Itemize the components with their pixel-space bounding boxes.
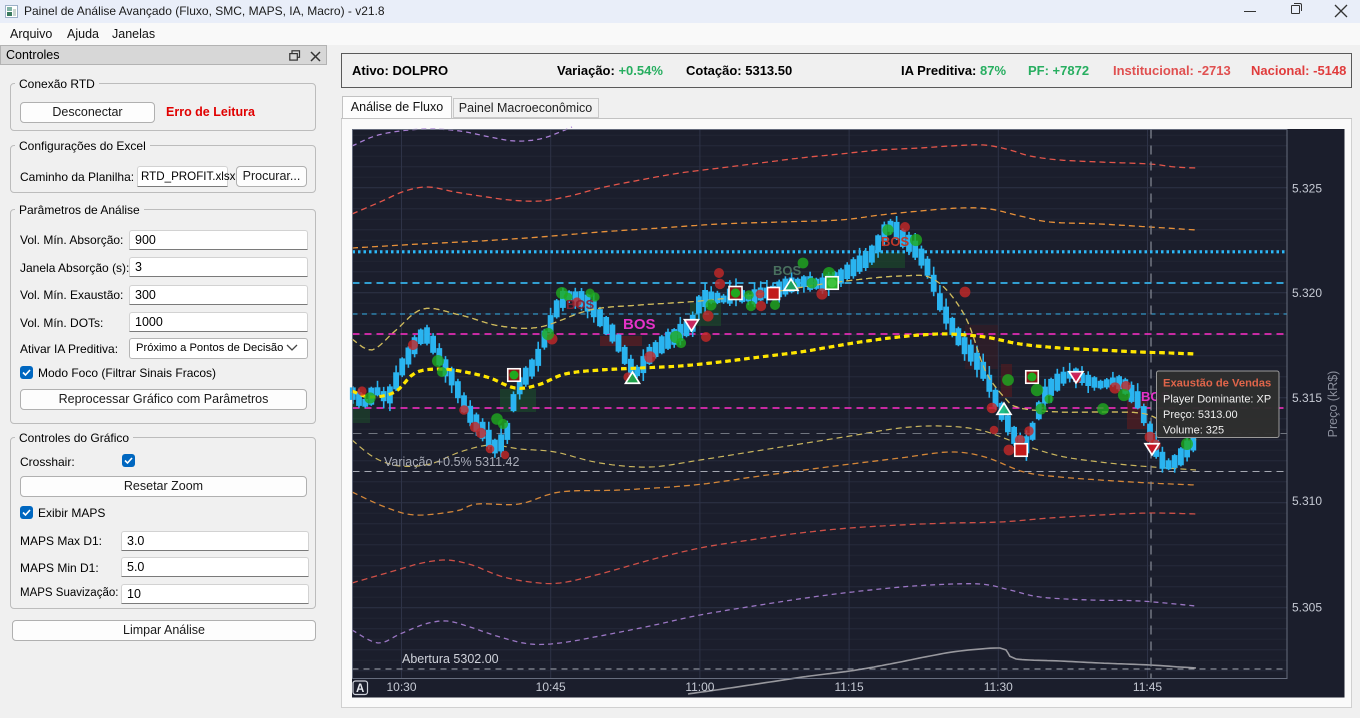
svg-text:11:30: 11:30 bbox=[984, 680, 1013, 694]
svg-text:11:00: 11:00 bbox=[685, 680, 714, 694]
svg-text:5.325: 5.325 bbox=[1292, 182, 1322, 196]
svg-text:BOS: BOS bbox=[623, 316, 656, 333]
svg-text:Preço: 5313.00: Preço: 5313.00 bbox=[1163, 409, 1238, 421]
svg-text:5.320: 5.320 bbox=[1292, 286, 1322, 300]
svg-text:A: A bbox=[356, 683, 364, 695]
svg-text:5.315: 5.315 bbox=[1292, 391, 1322, 405]
svg-text:BOS: BOS bbox=[566, 297, 595, 312]
svg-text:Preço (kR$): Preço (kR$) bbox=[1326, 371, 1340, 438]
svg-text:Player Dominante: XP: Player Dominante: XP bbox=[1163, 394, 1271, 406]
svg-text:Exaustão de Vendas: Exaustão de Vendas bbox=[1163, 378, 1271, 390]
svg-text:11:45: 11:45 bbox=[1133, 680, 1162, 694]
svg-text:5.310: 5.310 bbox=[1292, 494, 1322, 508]
svg-text:BOS: BOS bbox=[881, 234, 910, 249]
svg-text:Abertura 5302.00: Abertura 5302.00 bbox=[402, 652, 499, 666]
svg-text:10:45: 10:45 bbox=[536, 680, 566, 694]
svg-text:Volume: 325: Volume: 325 bbox=[1163, 425, 1224, 437]
svg-text:Variação +0.5% 5311.42: Variação +0.5% 5311.42 bbox=[384, 455, 519, 469]
svg-text:10:30: 10:30 bbox=[386, 680, 416, 694]
svg-text:5.305: 5.305 bbox=[1292, 601, 1322, 615]
svg-text:BOS: BOS bbox=[773, 263, 802, 278]
svg-text:11:15: 11:15 bbox=[835, 680, 864, 694]
